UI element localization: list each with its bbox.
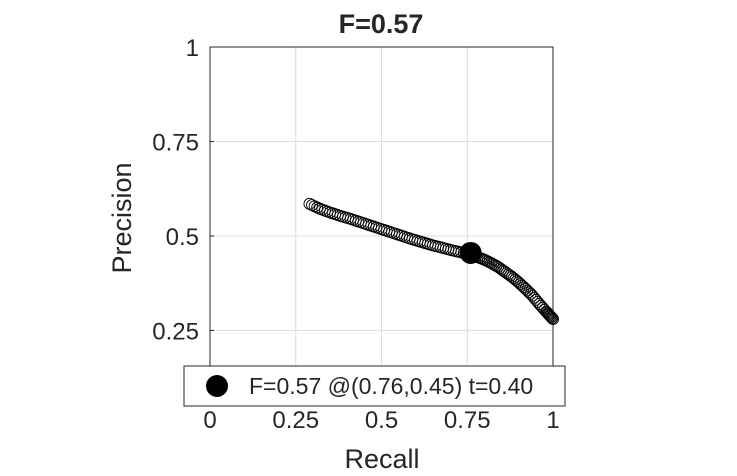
- data-point: [306, 199, 318, 212]
- optimal-point-marker: [459, 241, 482, 264]
- x-tick-label: 0.75: [444, 407, 491, 434]
- legend: F=0.57 @(0.76,0.45) t=0.40: [183, 365, 566, 407]
- legend-box: [183, 365, 566, 407]
- data-point: [547, 313, 559, 326]
- y-tick-label: 0.75: [152, 129, 199, 156]
- y-tick-label: 0.25: [152, 318, 199, 345]
- data-point: [543, 309, 556, 322]
- data-point: [544, 310, 557, 323]
- y-tick-label: 0.5: [166, 224, 199, 251]
- data-point: [308, 200, 321, 213]
- chart-title: F=0.57: [339, 9, 424, 39]
- data-point: [303, 197, 316, 210]
- data-point: [546, 312, 559, 325]
- x-tick-label: 0.5: [365, 407, 398, 434]
- legend-label: F=0.57 @(0.76,0.45) t=0.40: [249, 373, 533, 399]
- tick-layer: 0 0.25 0.5 0.75 1 0.25 0.5 0.75 1: [152, 35, 559, 434]
- data-point: [545, 311, 558, 324]
- y-axis-label: Precision: [107, 162, 137, 273]
- y-tick-label: 1: [186, 35, 199, 62]
- x-axis-label: Recall: [344, 444, 419, 474]
- x-tick-label: 1: [546, 407, 559, 434]
- legend-marker: [206, 375, 228, 397]
- x-tick-label: 0: [203, 407, 216, 434]
- data-point: [311, 201, 324, 214]
- x-tick-label: 0.25: [272, 407, 319, 434]
- data-layer: [303, 197, 559, 326]
- data-point: [542, 308, 555, 321]
